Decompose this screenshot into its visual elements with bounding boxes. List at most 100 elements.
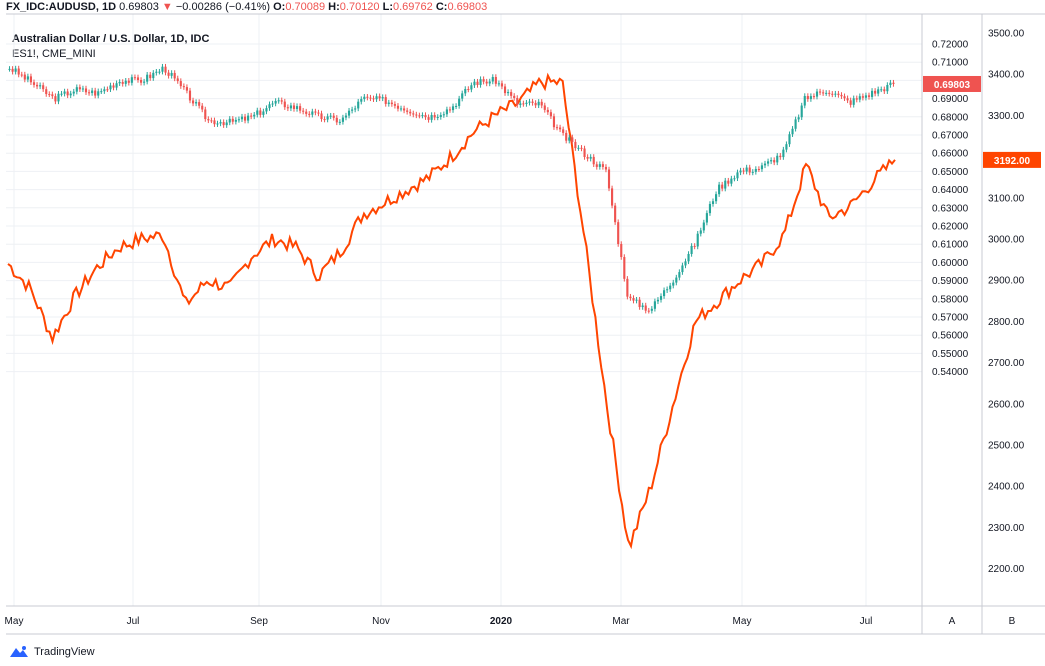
audusd-candle [372, 95, 375, 102]
scale-a-tick-label: 0.63000 [932, 203, 969, 214]
audusd-candle [776, 153, 779, 166]
audusd-candle [510, 89, 513, 99]
audusd-candle [268, 101, 271, 111]
audusd-candle [892, 79, 895, 87]
audusd-candle [332, 112, 335, 121]
tradingview-footer[interactable]: TradingView [8, 645, 95, 659]
audusd-candle [155, 68, 158, 76]
audusd-candle [314, 108, 317, 116]
audusd-candle [207, 116, 210, 124]
audusd-candle [607, 166, 611, 192]
audusd-candle [451, 103, 455, 113]
audusd-candle [861, 93, 864, 101]
scale-b-tick-label: 2200.00 [988, 564, 1025, 575]
audusd-candle [439, 112, 442, 120]
audusd-candle [675, 274, 678, 286]
audusd-candle [855, 95, 858, 103]
audusd-candle [494, 74, 497, 87]
audusd-candle [629, 293, 632, 301]
audusd-candle [8, 66, 11, 72]
audusd-candle [782, 146, 785, 160]
audusd-candle [537, 99, 540, 109]
audusd-candle [253, 112, 256, 120]
audusd-candle [497, 80, 500, 87]
audusd-candle [779, 153, 782, 160]
audusd-candle [669, 282, 672, 292]
scale-b-tick-label: 3000.00 [988, 235, 1025, 246]
audusd-candle [864, 92, 868, 101]
audusd-candle [280, 97, 283, 105]
scale-b-button[interactable]: B [1009, 616, 1016, 627]
price-axes[interactable]: 0.720000.710000.700000.690000.680000.670… [5, 13, 1045, 635]
audusd-candle [57, 91, 60, 105]
audusd-candle [812, 93, 816, 100]
scale-a-button[interactable]: A [949, 616, 956, 627]
audusd-candle [35, 82, 39, 90]
es-series-line [7, 72, 896, 550]
es-last-price-badge: 3192.00 [983, 151, 1041, 168]
audusd-candle [598, 161, 601, 170]
scale-a-tick-label: 0.72000 [932, 40, 969, 51]
audusd-candle [210, 117, 213, 124]
audusd-candle [522, 100, 525, 107]
audusd-candle [693, 243, 696, 250]
audusd-candle [702, 219, 705, 234]
scale-a-tick-label: 0.68000 [932, 112, 969, 123]
chart-legend: Australian Dollar / U.S. Dollar, 1D, IDC… [12, 32, 209, 62]
audusd-candle [806, 93, 809, 102]
audusd-candle [234, 117, 237, 125]
audusd-candle [139, 77, 143, 86]
audusd-candle [785, 141, 788, 153]
scale-b-tick-label: 2700.00 [988, 358, 1025, 369]
scale-b-tick-label: 3300.00 [988, 111, 1025, 122]
audusd-candle [555, 124, 559, 131]
audusd-candle [87, 89, 91, 96]
audusd-candle [320, 110, 323, 122]
audusd-candle [663, 287, 666, 299]
audusd-candle [708, 201, 712, 216]
audusd-candle [170, 70, 173, 79]
audusd-candle [424, 112, 427, 120]
audusd-candle [745, 164, 748, 175]
audusd-candle [883, 86, 886, 94]
audusd-candle [433, 112, 436, 121]
audusd-candle [727, 177, 730, 187]
audusd-candle [684, 258, 687, 269]
audusd-candle [344, 112, 348, 121]
audusd-candle [106, 86, 109, 93]
scale-a-tick-label: 0.62000 [932, 222, 969, 233]
audusd-candle [354, 105, 357, 113]
x-tick-label: May [733, 616, 752, 627]
audusd-candle [681, 262, 684, 275]
audusd-candle [546, 107, 549, 115]
audusd-candle [815, 88, 819, 100]
audusd-candle [302, 107, 305, 115]
legend-compare-series[interactable]: ES1!, CME_MINI [12, 48, 96, 60]
audusd-candle [292, 102, 296, 112]
audusd-candle [369, 94, 372, 102]
audusd-candle [721, 181, 724, 192]
audusd-candle [614, 202, 617, 225]
audusd-candle [421, 112, 424, 119]
audusd-candle [797, 114, 800, 123]
last-price: 0.69803 [119, 1, 159, 13]
audusd-candle [243, 113, 247, 124]
x-tick-label: Jul [127, 616, 140, 627]
audusd-candle [195, 99, 198, 107]
audusd-candle [846, 95, 849, 104]
audusd-candle [164, 63, 167, 76]
audusd-candle [216, 120, 219, 127]
audusd-candle [528, 98, 531, 106]
legend-main-series[interactable]: Australian Dollar / U.S. Dollar, 1D, IDC [12, 33, 210, 45]
audusd-candle [69, 90, 72, 99]
audusd-candle [611, 185, 614, 209]
audusd-candle [222, 119, 225, 128]
audusd-candle [476, 78, 479, 88]
audusd-candle [601, 161, 604, 170]
audusd-candle [565, 130, 568, 144]
audusd-candle [176, 75, 179, 84]
symbol-header: FX_IDC:AUDUSD, 1D 0.69803 ▼ −0.00286 (−0… [6, 0, 487, 14]
symbol-title[interactable]: FX_IDC:AUDUSD, 1D [6, 1, 117, 13]
x-tick-label: Mar [612, 616, 630, 627]
